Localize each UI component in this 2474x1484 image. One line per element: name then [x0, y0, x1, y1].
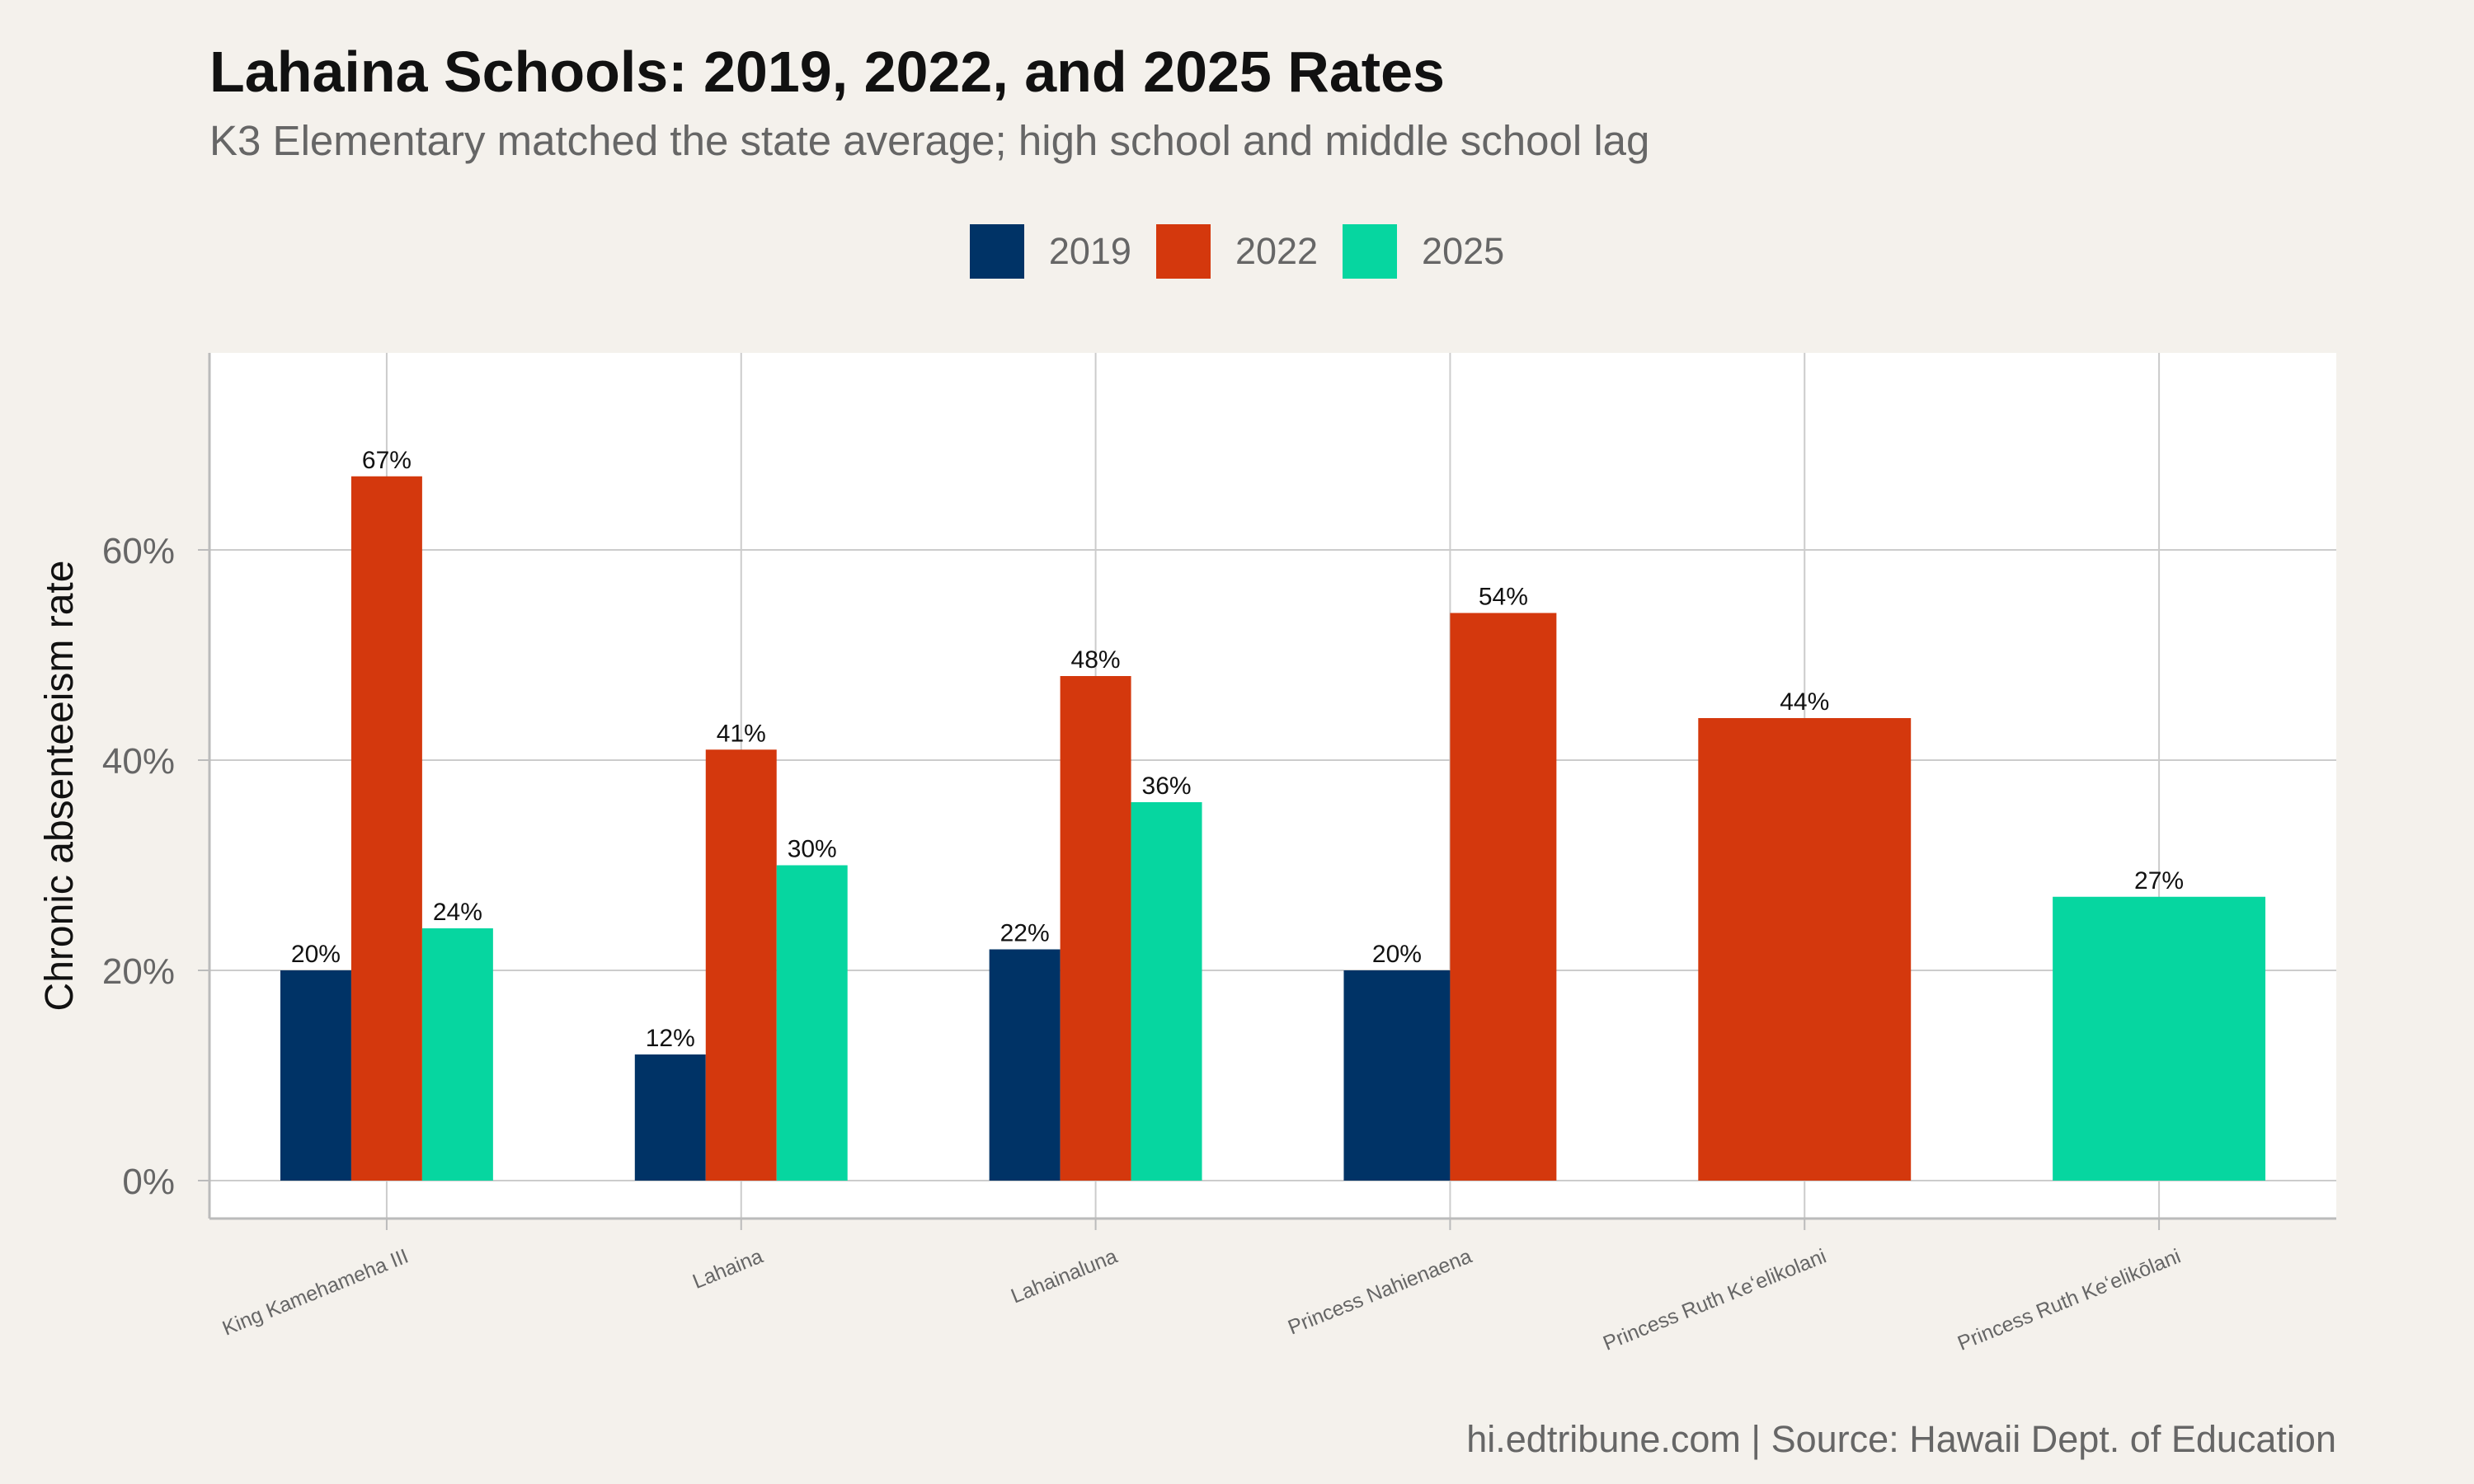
- data-label: 20%: [1372, 941, 1422, 968]
- data-label: 30%: [788, 836, 837, 863]
- data-label: 12%: [646, 1025, 695, 1052]
- x-tick-label: Lahaina: [689, 1245, 766, 1294]
- bar-2019: [280, 970, 351, 1181]
- bar-2025: [776, 865, 848, 1181]
- bar-2022: [1450, 613, 1557, 1181]
- legend: 2019 2022 2025: [0, 223, 2474, 280]
- y-tick-label: 20%: [102, 951, 175, 992]
- legend-key-2019: [969, 224, 1024, 279]
- chart-title: Lahaina Schools: 2019, 2022, and 2025 Ra…: [209, 40, 1445, 104]
- legend-key-2022: [1155, 224, 1211, 279]
- y-tick-label: 40%: [102, 741, 175, 782]
- bar-2022: [705, 749, 777, 1181]
- data-label: 48%: [1071, 646, 1121, 674]
- bar-2019: [634, 1054, 706, 1181]
- legend-label-2025: 2025: [1422, 230, 1505, 272]
- y-tick-label: 60%: [102, 531, 175, 571]
- data-label: 20%: [291, 941, 341, 968]
- bar-2025: [2053, 896, 2266, 1181]
- source-caption: hi.edtribune.com | Source: Hawaii Dept. …: [1466, 1418, 2336, 1460]
- bar-2022: [350, 476, 422, 1181]
- data-label: 22%: [1000, 920, 1050, 947]
- legend-label-2022: 2022: [1235, 230, 1319, 272]
- legend-label-2019: 2019: [1048, 230, 1131, 272]
- y-tick-label: 0%: [122, 1162, 175, 1202]
- bar-2019: [1343, 970, 1451, 1181]
- bar-2022: [1698, 718, 1912, 1181]
- legend-item-2022: 2022: [1155, 224, 1319, 279]
- x-tick-label: Princess Nahienaena: [1285, 1245, 1475, 1340]
- x-tick-label: Lahainaluna: [1008, 1245, 1121, 1308]
- data-label: 54%: [1479, 584, 1528, 611]
- plot-panel: [209, 353, 2336, 1219]
- bar-2019: [989, 949, 1061, 1181]
- y-axis-title: Chronic absenteeism rate: [38, 561, 82, 1012]
- data-label: 24%: [433, 899, 482, 926]
- data-label: 67%: [362, 447, 412, 474]
- x-tick-label: King Kamehameha III: [219, 1245, 412, 1341]
- data-label: 27%: [2134, 867, 2184, 895]
- bar-2025: [421, 928, 493, 1181]
- legend-item-2025: 2025: [1343, 224, 1504, 279]
- bar-2025: [1131, 802, 1202, 1181]
- chart-subtitle: K3 Elementary matched the state average;…: [209, 117, 1650, 164]
- x-tick-label: Princess Ruth Keʻelikolani: [1600, 1245, 1829, 1355]
- bar-2022: [1060, 676, 1131, 1181]
- data-label: 41%: [717, 720, 766, 747]
- data-label: 44%: [1780, 688, 1829, 716]
- legend-key-2025: [1343, 224, 1398, 279]
- x-tick-label: Princess Ruth Keʻelikōlani: [1954, 1245, 2184, 1355]
- data-label: 36%: [1142, 773, 1192, 800]
- legend-item-2019: 2019: [969, 224, 1131, 279]
